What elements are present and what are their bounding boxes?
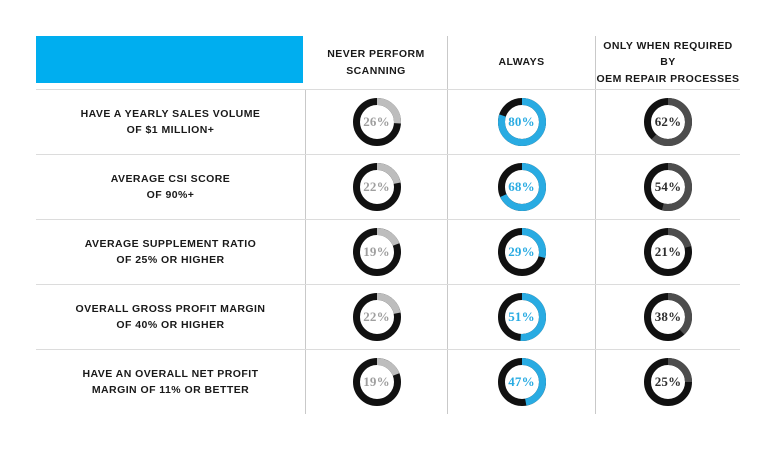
donut-value-label: 19% xyxy=(363,374,390,389)
donut-cell: 80% xyxy=(447,90,595,154)
donut-ring xyxy=(352,98,401,146)
donut-cell: 51% xyxy=(447,285,595,349)
donut-ring xyxy=(497,293,546,341)
donut-value-label: 47% xyxy=(508,374,535,389)
donut-cell: 68% xyxy=(447,155,595,219)
row-label: HAVE A YEARLY SALES VOLUME OF $1 MILLION… xyxy=(36,90,305,154)
donut-value-label: 29% xyxy=(508,244,535,259)
row-label-text: AVERAGE SUPPLEMENT RATIO xyxy=(84,237,257,250)
table-row: AVERAGE CSI SCORE OF 90%+ 22% 68% 54% xyxy=(36,154,740,219)
donut-ring xyxy=(644,98,692,146)
donut-chart: 51% xyxy=(497,293,546,341)
header-label-cell xyxy=(36,36,305,89)
donut-ring xyxy=(644,358,692,406)
column-header-text: NEVER PERFORM xyxy=(327,48,425,61)
donut-chart: 80% xyxy=(497,98,546,146)
donut-cell: 47% xyxy=(447,350,595,414)
donut-value-label: 68% xyxy=(508,179,535,194)
donut-ring xyxy=(352,293,401,341)
row-label: OVERALL GROSS PROFIT MARGIN OF 40% OR HI… xyxy=(36,285,305,349)
column-header-text: SCANNING xyxy=(346,64,406,77)
donut-value-label: 26% xyxy=(363,114,390,129)
donut-cell: 19% xyxy=(305,220,447,284)
donut-chart: 47% xyxy=(497,358,546,406)
header-row: NEVER PERFORM SCANNING ALWAYS ONLY WHEN … xyxy=(36,36,740,89)
row-label: AVERAGE CSI SCORE OF 90%+ xyxy=(36,155,305,219)
donut-value-label: 62% xyxy=(654,114,682,129)
donut-ring xyxy=(497,163,546,211)
column-header-never-perform-scanning: NEVER PERFORM SCANNING xyxy=(305,36,447,89)
donut-cell: 22% xyxy=(305,155,447,219)
row-label-text: OF 25% OR HIGHER xyxy=(116,254,225,266)
row-label-text: HAVE AN OVERALL NET PROFIT xyxy=(82,367,259,380)
row-label-text: OF $1 MILLION+ xyxy=(126,124,215,136)
row-label-text: OF 40% OR HIGHER xyxy=(116,319,225,331)
donut-ring xyxy=(644,163,692,211)
table-row: HAVE AN OVERALL NET PROFIT MARGIN OF 11%… xyxy=(36,349,740,414)
row-label-text: OF 90%+ xyxy=(146,189,195,201)
donut-chart: 29% xyxy=(497,228,546,276)
donut-cell: 62% xyxy=(595,90,740,154)
table-row: HAVE A YEARLY SALES VOLUME OF $1 MILLION… xyxy=(36,89,740,154)
donut-value-label: 25% xyxy=(654,374,682,389)
donut-chart: 68% xyxy=(497,163,546,211)
donut-value-label: 21% xyxy=(654,244,682,259)
donut-chart: 22% xyxy=(352,163,401,211)
header-accent-block xyxy=(36,36,303,83)
donut-value-label: 51% xyxy=(508,309,535,324)
donut-ring xyxy=(644,293,692,341)
donut-value-label: 80% xyxy=(508,114,535,129)
donut-chart: 22% xyxy=(352,293,401,341)
donut-chart: 21% xyxy=(644,228,692,276)
column-header-text: OEM REPAIR PROCESSES xyxy=(596,72,740,85)
donut-cell: 29% xyxy=(447,220,595,284)
row-label: AVERAGE SUPPLEMENT RATIO OF 25% OR HIGHE… xyxy=(36,220,305,284)
donut-comparison-table: NEVER PERFORM SCANNING ALWAYS ONLY WHEN … xyxy=(36,36,740,414)
donut-cell: 25% xyxy=(595,350,740,414)
donut-cell: 38% xyxy=(595,285,740,349)
row-label: HAVE AN OVERALL NET PROFIT MARGIN OF 11%… xyxy=(36,350,305,414)
donut-value-label: 38% xyxy=(654,309,682,324)
donut-value-label: 19% xyxy=(363,244,390,259)
donut-chart: 62% xyxy=(644,98,692,146)
column-header-always: ALWAYS xyxy=(447,36,595,89)
donut-value-label: 22% xyxy=(363,179,390,194)
donut-ring xyxy=(644,228,692,276)
donut-cell: 21% xyxy=(595,220,740,284)
donut-value-label: 22% xyxy=(363,309,390,324)
row-label-text: MARGIN OF 11% OR BETTER xyxy=(91,384,250,396)
donut-cell: 19% xyxy=(305,350,447,414)
donut-chart: 26% xyxy=(352,98,401,146)
donut-ring xyxy=(497,228,546,276)
row-label-text: HAVE A YEARLY SALES VOLUME xyxy=(80,107,261,120)
donut-value-label: 54% xyxy=(654,179,682,194)
donut-ring xyxy=(352,163,401,211)
donut-ring xyxy=(497,98,546,146)
donut-ring xyxy=(352,228,401,276)
column-header-text: ONLY WHEN REQUIRED BY xyxy=(603,40,733,69)
donut-cell: 22% xyxy=(305,285,447,349)
donut-ring xyxy=(497,358,546,406)
row-label-text: OVERALL GROSS PROFIT MARGIN xyxy=(75,302,266,315)
row-label-text: AVERAGE CSI SCORE xyxy=(110,172,231,185)
donut-chart: 54% xyxy=(644,163,692,211)
donut-chart: 19% xyxy=(352,228,401,276)
donut-chart: 19% xyxy=(352,358,401,406)
donut-chart: 38% xyxy=(644,293,692,341)
column-header-text: ALWAYS xyxy=(498,56,545,69)
table-row: OVERALL GROSS PROFIT MARGIN OF 40% OR HI… xyxy=(36,284,740,349)
donut-cell: 26% xyxy=(305,90,447,154)
donut-chart: 25% xyxy=(644,358,692,406)
column-header-only-when-required: ONLY WHEN REQUIRED BY OEM REPAIR PROCESS… xyxy=(595,36,740,89)
donut-cell: 54% xyxy=(595,155,740,219)
donut-ring xyxy=(352,358,401,406)
table-row: AVERAGE SUPPLEMENT RATIO OF 25% OR HIGHE… xyxy=(36,219,740,284)
